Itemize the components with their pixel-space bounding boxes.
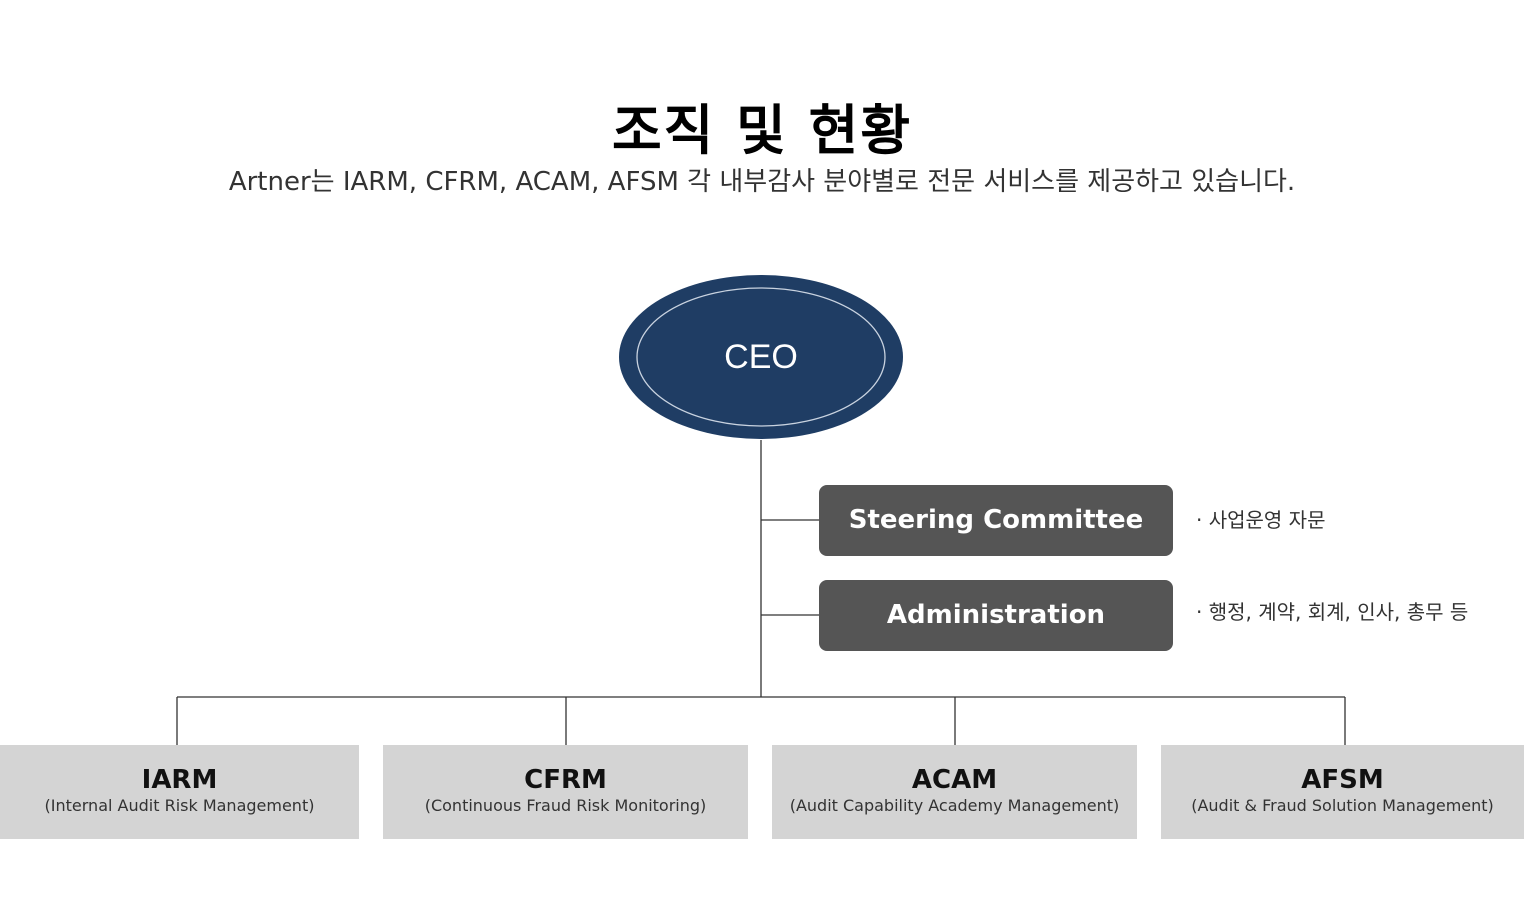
division-fullname: (Continuous Fraud Risk Monitoring) — [424, 796, 707, 815]
division-fullname: (Audit Capability Academy Management) — [789, 796, 1120, 815]
division-code: AFSM — [1301, 765, 1384, 795]
ceo-label: CEO — [724, 338, 798, 376]
division-code: CFRM — [524, 765, 607, 795]
division-code: IARM — [141, 765, 218, 795]
division-fullname: (Audit & Fraud Solution Management) — [1191, 796, 1494, 815]
page-title: 조직 및 현황 — [612, 99, 912, 163]
ceo-ellipse — [619, 275, 903, 439]
steering-committee-box: Steering Committee — [819, 485, 1173, 556]
division-acam: ACAM (Audit Capability Academy Managemen… — [772, 745, 1137, 839]
page-subtitle: Artner는 IARM, CFRM, ACAM, AFSM 각 내부감사 분야… — [228, 167, 1296, 197]
division-fullname: (Internal Audit Risk Management) — [44, 796, 315, 815]
division-iarm: IARM (Internal Audit Risk Management) — [0, 745, 359, 839]
steering-committee-note: · 사업운영 자문 — [1196, 508, 1326, 532]
division-code: ACAM — [911, 765, 998, 795]
administration-box: Administration — [819, 580, 1173, 651]
division-cfrm: CFRM (Continuous Fraud Risk Monitoring) — [383, 745, 748, 839]
administration-note: · 행정, 계약, 회계, 인사, 총무 등 — [1196, 600, 1469, 624]
division-afsm: AFSM (Audit & Fraud Solution Management) — [1161, 745, 1524, 839]
ceo-node: CEO — [618, 274, 904, 440]
